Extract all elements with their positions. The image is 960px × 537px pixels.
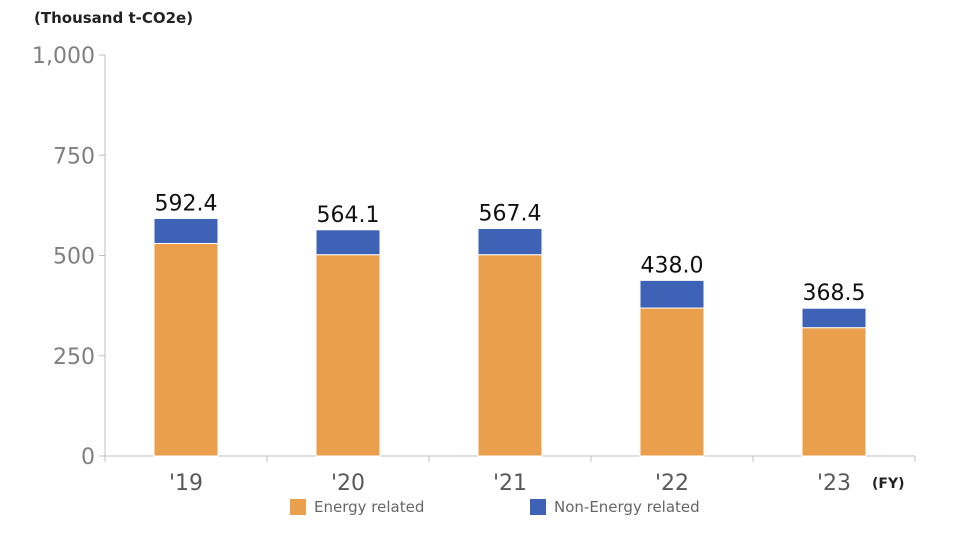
x-tick-label: '23 xyxy=(817,471,851,496)
legend-label-non-energy: Non-Energy related xyxy=(554,498,700,516)
bar-segment-energy xyxy=(801,327,867,457)
bar-segment-energy xyxy=(477,254,543,457)
bar-total-label: 368.5 xyxy=(803,281,866,306)
y-tick-label: 1,000 xyxy=(32,44,95,69)
bar-segment-energy xyxy=(315,254,381,457)
bar-total-label: 567.4 xyxy=(479,201,542,226)
y-tick-label: 500 xyxy=(53,245,95,270)
legend-swatch-energy xyxy=(290,499,306,515)
bar-total-label: 592.4 xyxy=(155,191,218,216)
bar-segment-non-energy xyxy=(477,227,543,256)
bar-segment-non-energy xyxy=(639,279,705,309)
bar-segment-energy xyxy=(639,307,705,457)
bar-total-label: 438.0 xyxy=(641,253,704,278)
x-axis-unit-label: (FY) xyxy=(872,476,905,492)
bar-segment-non-energy xyxy=(801,307,867,329)
x-tick-label: '19 xyxy=(169,471,203,496)
bar-segment-non-energy xyxy=(315,229,381,256)
legend-item-non-energy: Non-Energy related xyxy=(530,498,700,516)
bar-total-label: 564.1 xyxy=(317,203,380,228)
x-tick-label: '20 xyxy=(331,471,365,496)
y-tick-label: 0 xyxy=(81,445,95,470)
legend-label-energy: Energy related xyxy=(314,498,425,516)
legend-swatch-non-energy xyxy=(530,499,546,515)
x-tick-label: '22 xyxy=(655,471,689,496)
bar-segment-non-energy xyxy=(153,217,219,244)
legend-item-energy: Energy related xyxy=(290,498,424,516)
bar-segment-energy xyxy=(153,242,219,457)
y-axis-unit-label: (Thousand t-CO2e) xyxy=(34,9,194,27)
y-tick-label: 750 xyxy=(53,144,95,169)
y-tick-label: 250 xyxy=(53,345,95,370)
x-tick-label: '21 xyxy=(493,471,527,496)
